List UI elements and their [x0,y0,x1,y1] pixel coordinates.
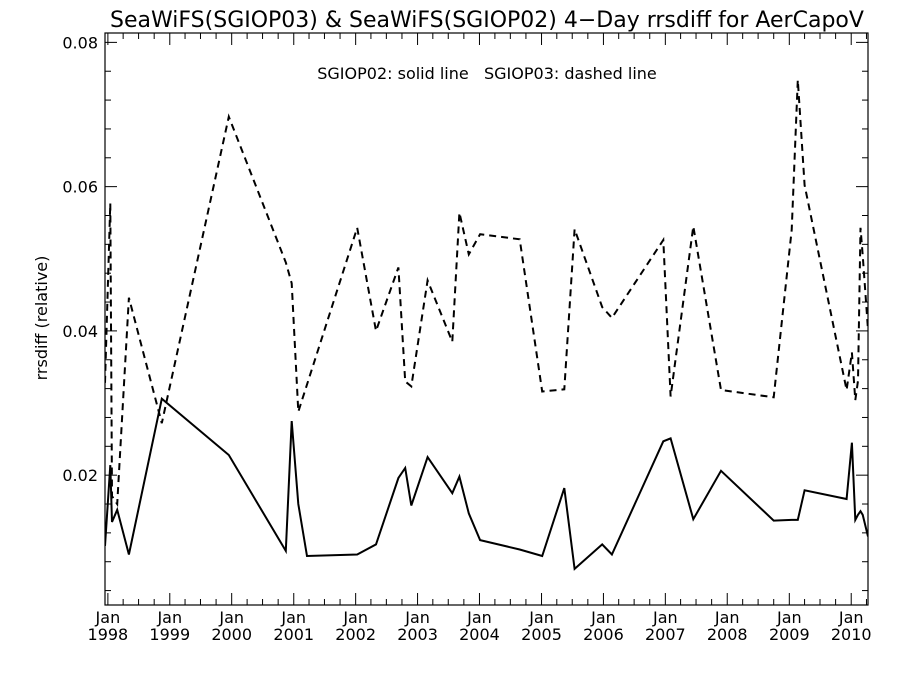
x-tick-label-month: Jan [714,608,740,627]
x-tick-label-month: Jan [838,608,864,627]
x-tick-label-year: 2010 [831,625,872,644]
chart-title: SeaWiFS(SGIOP03) & SeaWiFS(SGIOP02) 4−Da… [110,8,864,33]
x-tick-label-year: 2006 [583,625,624,644]
x-tick-label-year: 2004 [459,625,500,644]
x-tick-label-month: Jan [652,608,678,627]
x-tick-label-month: Jan [156,608,182,627]
x-tick-label-year: 2008 [707,625,748,644]
x-tick-label-month: Jan [280,608,306,627]
x-tick-label-year: 2009 [769,625,810,644]
y-tick-label: 0.04 [62,322,98,341]
x-tick-label-month: Jan [218,608,244,627]
x-tick-label-month: Jan [590,608,616,627]
y-tick-label: 0.08 [62,33,98,52]
x-tick-label-year: 2001 [273,625,314,644]
series-layer [105,79,868,571]
series-line-sgiop03 [105,79,868,508]
x-tick-label-year: 2005 [521,625,562,644]
plot-frame [104,32,869,606]
x-tick-label-year: 2007 [645,625,686,644]
x-tick-label-year: 1998 [88,625,129,644]
series-line-sgiop02 [105,396,868,571]
legend-text: SGIOP02: solid line SGIOP03: dashed line [317,64,657,83]
x-tick-label-month: Jan [466,608,492,627]
x-tick-label-month: Jan [342,608,368,627]
x-tick-label-year: 2003 [397,625,438,644]
x-tick-label-year: 2002 [335,625,376,644]
x-tick-label-month: Jan [404,608,430,627]
y-axis-label: rrsdiff (relative) [32,256,51,381]
plot-border [104,32,869,606]
x-tick-label-month: Jan [776,608,802,627]
x-tick-label-year: 2000 [211,625,252,644]
y-tick-label: 0.02 [62,466,98,485]
x-tick-label-year: 1999 [149,625,190,644]
axis-ticks: 0.020.040.060.08Jan1998Jan1999Jan2000Jan… [62,33,872,644]
x-tick-label-month: Jan [95,608,121,627]
y-tick-label: 0.06 [62,178,98,197]
x-tick-label-month: Jan [528,608,554,627]
